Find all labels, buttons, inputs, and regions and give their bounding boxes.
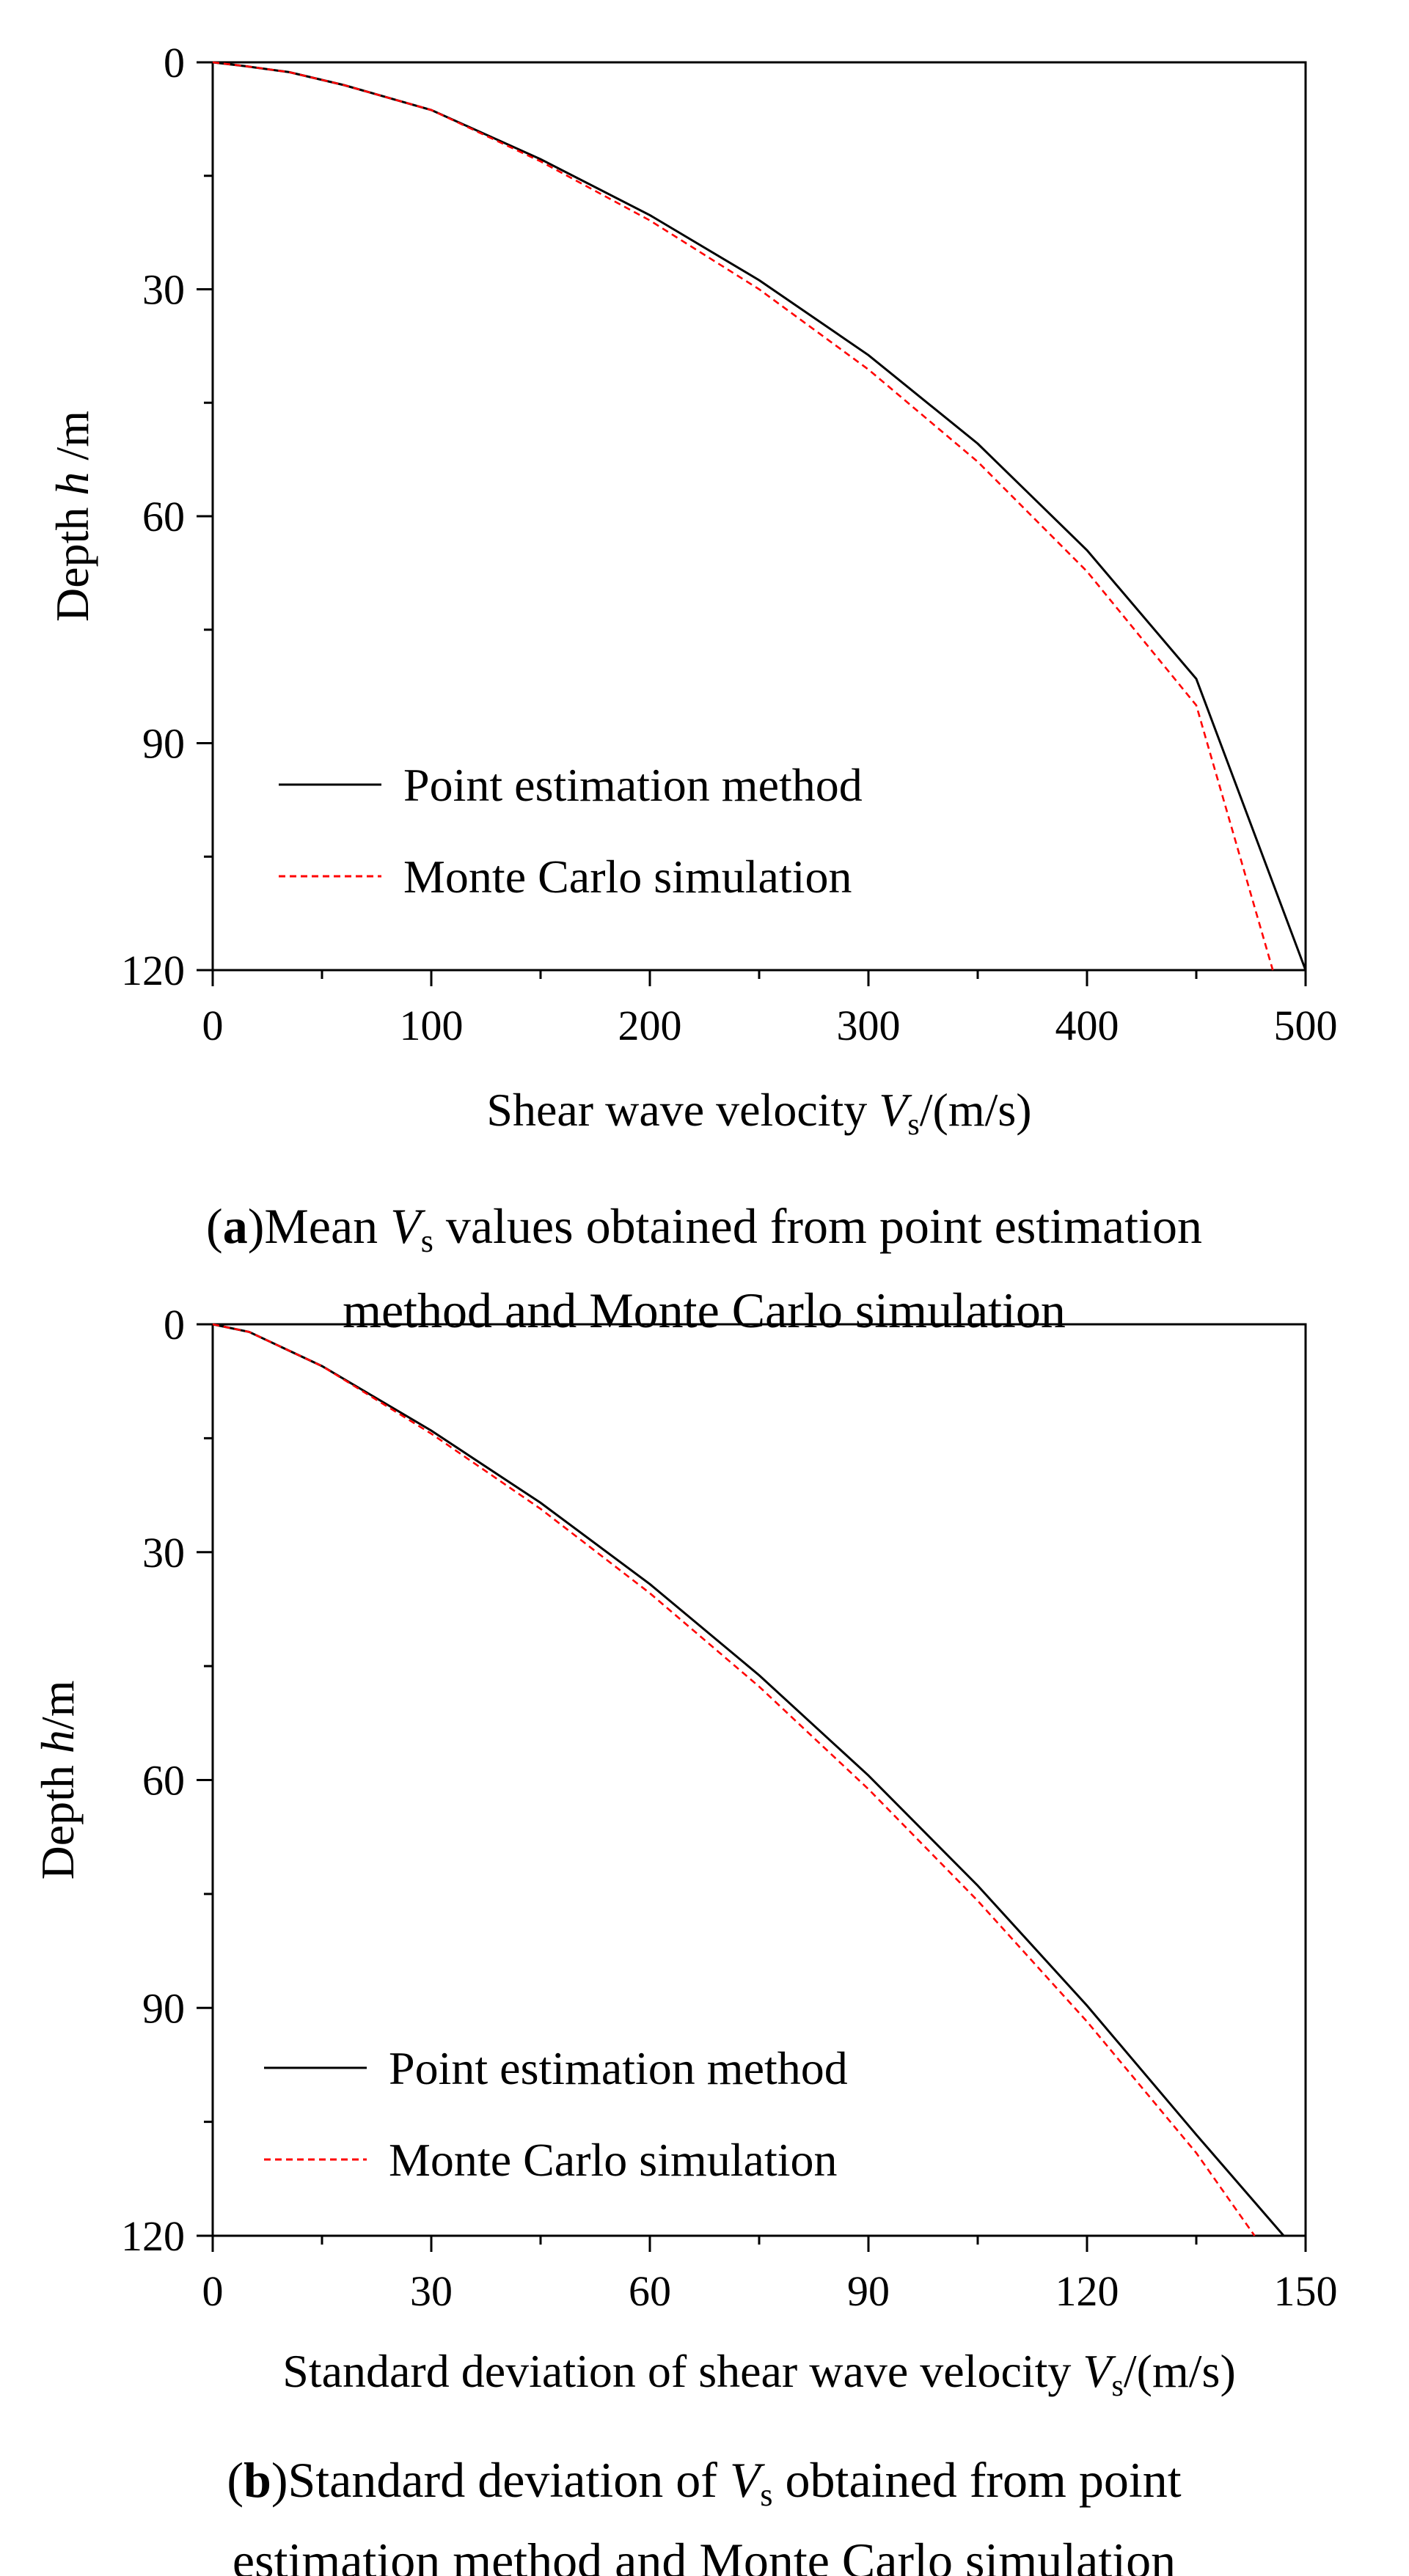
caption-sub: s	[760, 2477, 772, 2513]
y-tick-label: 60	[142, 493, 185, 540]
caption-panel-label: b	[244, 2452, 271, 2508]
y-axis-title-unit: /m	[32, 1681, 84, 1731]
x-tick-label: 100	[400, 1002, 464, 1049]
legend-label: Point estimation method	[403, 759, 863, 811]
legend: Point estimation method Monte Carlo simul…	[264, 2042, 848, 2186]
y-axis-title-text: Depth	[46, 496, 98, 622]
caption-sub: s	[421, 1223, 433, 1259]
y-axis-title: Depth h /m	[46, 411, 98, 622]
plot-frame	[211, 1323, 1307, 2237]
caption-paren-open: (	[227, 2452, 244, 2508]
y-tick-label: 120	[121, 2212, 185, 2260]
caption-var: V	[390, 1198, 426, 1254]
panel-caption-line1: (a)Mean Vs values obtained from point es…	[206, 1198, 1202, 1259]
y-tick-label: 90	[142, 1984, 185, 2032]
x-axis-title: Shear wave velocity Vs/(m/s)	[486, 1084, 1031, 1142]
plot-frame	[211, 61, 1307, 972]
x-axis-title-var: V	[879, 1084, 912, 1136]
panel-caption-line2: method and Monte Carlo simulation	[343, 1283, 1066, 1338]
y-axis-title-var: h	[46, 472, 98, 496]
caption-panel-label: a	[223, 1198, 248, 1254]
x-tick-label: 60	[629, 2267, 671, 2315]
x-axis-title: Standard deviation of shear wave velocit…	[282, 2345, 1236, 2403]
x-tick-label: 0	[202, 1002, 224, 1049]
x-tick-label: 400	[1055, 1002, 1119, 1049]
y-axis-title-var: h	[32, 1730, 84, 1753]
y-axis-title-unit: /m	[46, 411, 98, 472]
y-axis-title-text: Depth	[32, 1753, 84, 1879]
y-tick-label: 60	[142, 1757, 185, 1805]
legend-label: Monte Carlo simulation	[389, 2134, 838, 2186]
x-tick-label: 300	[837, 1002, 901, 1049]
caption-paren-open: (	[206, 1198, 223, 1254]
x-axis-title-unit: /(m/s)	[920, 1084, 1032, 1136]
legend: Point estimation method Monte Carlo simul…	[279, 759, 863, 903]
y-tick-label: 0	[164, 1301, 185, 1348]
caption-paren-close: )	[271, 2452, 288, 2508]
x-axis-title-text: Standard deviation of shear wave velocit…	[282, 2345, 1083, 2397]
x-axis-title-text: Shear wave velocity	[486, 1084, 879, 1136]
y-tick-label: 90	[142, 720, 185, 768]
legend-label: Monte Carlo simulation	[403, 851, 852, 903]
caption-paren-close: )	[248, 1198, 265, 1254]
x-tick-label: 200	[618, 1002, 682, 1049]
caption-text: Mean	[264, 1198, 390, 1254]
series-line-point-estimation	[212, 1323, 1285, 2236]
x-axis-title-unit: /(m/s)	[1124, 2345, 1236, 2397]
y-tick-label: 120	[121, 947, 185, 994]
x-tick-label: 150	[1274, 2267, 1338, 2315]
x-axis-title-sub: s	[1112, 2369, 1124, 2403]
x-tick-label: 120	[1055, 2267, 1119, 2315]
x-axis-title-sub: s	[907, 1108, 919, 1142]
y-axis-title: Depth h/m	[32, 1681, 84, 1880]
y-tick-label: 30	[142, 266, 185, 314]
x-tick-label: 90	[847, 2267, 890, 2315]
chart-panel-b: 0 30 60 90 120 150 0 30 60 90 120 Point estimation …	[32, 1301, 1338, 2576]
caption-var: V	[730, 2452, 766, 2508]
y-tick-label: 30	[142, 1529, 185, 1577]
x-axis-title-var: V	[1083, 2345, 1116, 2397]
panel-caption-line1: (b)Standard deviation of Vs obtained fro…	[227, 2452, 1181, 2513]
caption-text: obtained from point	[773, 2452, 1182, 2508]
caption-text: values obtained from point estimation	[433, 1198, 1202, 1254]
chart-panel-a: 0 100 200 300 400 500 0 30 60 90 120 Point estimati…	[46, 39, 1338, 1338]
legend-label: Point estimation method	[389, 2042, 848, 2094]
panel-caption-line2: estimation method and Monte Carlo simula…	[233, 2533, 1176, 2576]
x-tick-label: 500	[1274, 1002, 1338, 1049]
caption-text: Standard deviation of	[288, 2452, 729, 2508]
series-line-monte-carlo	[212, 1323, 1256, 2236]
y-tick-label: 0	[164, 39, 185, 87]
x-tick-label: 30	[410, 2267, 453, 2315]
series-line-monte-carlo	[212, 61, 1274, 971]
series-line-point-estimation	[212, 61, 1307, 971]
x-tick-label: 0	[202, 2267, 224, 2315]
